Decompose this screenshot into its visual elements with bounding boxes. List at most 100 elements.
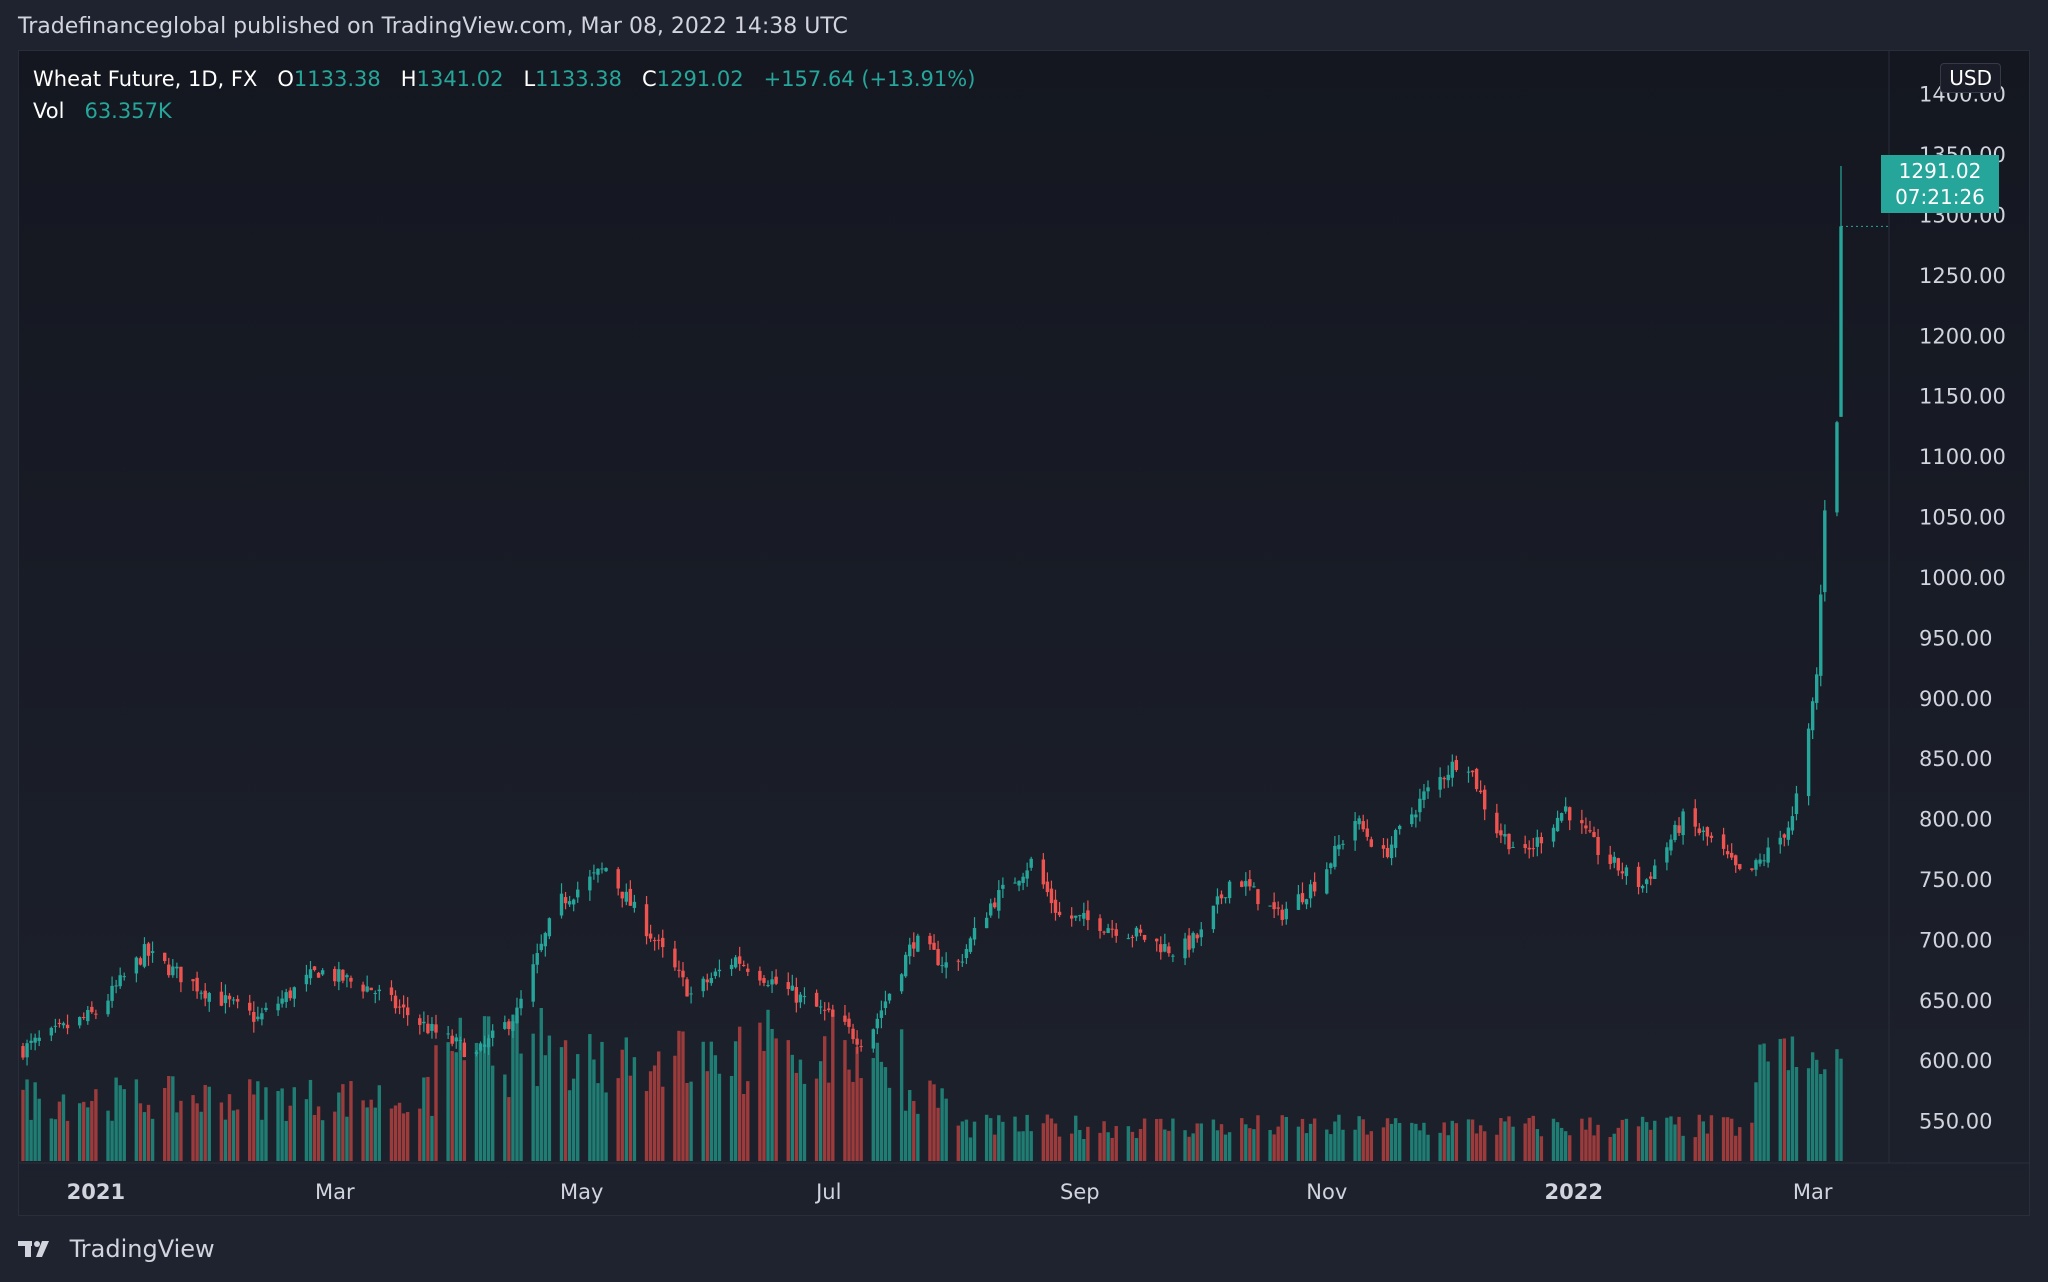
candle-body xyxy=(1653,865,1657,880)
candle-body xyxy=(134,957,139,974)
candle-body xyxy=(818,1006,823,1008)
candle-body xyxy=(802,996,807,998)
high-label: H xyxy=(400,67,417,91)
candle-body xyxy=(1248,879,1252,887)
volume-bar xyxy=(264,1087,268,1161)
candle-body xyxy=(875,1018,880,1029)
volume-bar xyxy=(1762,1043,1766,1161)
candle-body xyxy=(737,956,742,964)
price-chart[interactable]: 550.00 600.00 650.00 700.00 750.00 800.00 850.… xyxy=(19,51,2030,1216)
volume-bar xyxy=(114,1077,118,1161)
volume-bar xyxy=(1527,1117,1531,1161)
candle-body xyxy=(345,975,349,978)
volume-bar xyxy=(49,1118,54,1161)
volume-bar xyxy=(333,1111,337,1161)
volume-bar xyxy=(1296,1126,1301,1161)
candle-body xyxy=(847,1018,851,1027)
volume-bar xyxy=(478,1047,483,1161)
volume-bar xyxy=(1142,1118,1147,1161)
symbol-label[interactable]: Wheat Future, 1D, FX xyxy=(33,67,258,91)
candle-body xyxy=(1134,927,1139,937)
volume-bar xyxy=(1187,1136,1191,1161)
volume-bar xyxy=(1454,1123,1459,1161)
candle-body xyxy=(713,971,718,977)
volume-bar xyxy=(450,1050,454,1161)
volume-bar xyxy=(928,1080,932,1161)
candle-body xyxy=(1677,825,1681,833)
volume-bar xyxy=(968,1137,973,1161)
volume-bar xyxy=(1353,1129,1357,1161)
candle-body xyxy=(843,1015,847,1022)
volume-bar xyxy=(1523,1123,1527,1161)
candle-body xyxy=(997,890,1001,911)
volume-bar xyxy=(596,1083,600,1161)
candle-body xyxy=(61,1023,66,1026)
brand-footer[interactable]: TradingView xyxy=(18,1234,215,1263)
volume-bar xyxy=(276,1091,280,1161)
candle-body xyxy=(1276,907,1280,909)
volume-bar xyxy=(490,1065,495,1161)
candle-body xyxy=(1640,885,1645,889)
volume-bar xyxy=(1551,1118,1556,1161)
candle-body xyxy=(1082,913,1086,919)
volume-bar xyxy=(559,1047,564,1161)
candle-body xyxy=(790,985,795,991)
volume-label[interactable]: Vol xyxy=(33,99,65,123)
volume-bar xyxy=(600,1041,604,1161)
volume-bar xyxy=(292,1087,296,1161)
candle-body xyxy=(871,1029,875,1049)
candle-body xyxy=(1138,929,1143,933)
volume-bar xyxy=(648,1071,653,1161)
volume-bar xyxy=(802,1083,807,1161)
candle-body xyxy=(401,1004,406,1008)
candle-body xyxy=(855,1038,859,1045)
candle-body xyxy=(571,899,576,905)
volume-bar xyxy=(1470,1119,1475,1161)
candle-body xyxy=(1709,835,1714,838)
volume-bar xyxy=(1410,1122,1414,1161)
candle-body xyxy=(219,991,224,1006)
candle-body xyxy=(77,1017,82,1026)
candle-body xyxy=(1535,837,1540,847)
candle-body xyxy=(341,969,345,981)
price-tick-label: 650.00 xyxy=(1919,989,1992,1013)
price-tick-label: 1000.00 xyxy=(1919,566,2006,590)
volume-bar xyxy=(887,1087,892,1161)
candle-body xyxy=(1705,827,1710,837)
candle-body xyxy=(1559,813,1564,821)
candle-body xyxy=(1499,830,1503,836)
candle-body xyxy=(1815,674,1819,703)
volume-bar xyxy=(1669,1116,1673,1161)
candle-body xyxy=(29,1040,33,1043)
candle-body xyxy=(454,1037,458,1042)
candle-body xyxy=(677,969,681,971)
volume-bar xyxy=(1357,1116,1361,1161)
volume-bar xyxy=(717,1073,722,1161)
candle-body xyxy=(1163,943,1167,952)
candle-body xyxy=(248,1002,252,1011)
volume-bar xyxy=(1171,1118,1175,1161)
volume-bar xyxy=(705,1071,709,1161)
candle-body xyxy=(624,891,629,902)
chart-pane[interactable]: 550.00 600.00 650.00 700.00 750.00 800.00 850.… xyxy=(18,50,2030,1216)
candle-body xyxy=(1782,834,1787,838)
candle-body xyxy=(389,987,394,995)
volume-bar xyxy=(681,1031,685,1161)
candle-body xyxy=(1616,858,1621,871)
volume-bar xyxy=(1397,1122,1402,1161)
candle-body xyxy=(831,1009,835,1017)
candle-body xyxy=(1766,847,1770,863)
candle-body xyxy=(1049,888,1054,904)
volume-bar xyxy=(422,1077,426,1161)
candle-body xyxy=(377,989,382,992)
volume-bar xyxy=(571,1078,576,1161)
candle-body xyxy=(531,964,535,1002)
candle-body xyxy=(446,1033,450,1035)
volume-bar xyxy=(1478,1125,1483,1161)
candle-body xyxy=(106,1000,110,1015)
currency-badge[interactable]: USD xyxy=(1940,63,2001,93)
volume-bar xyxy=(1329,1134,1333,1161)
candle-body xyxy=(908,944,912,957)
volume-bar xyxy=(912,1100,916,1161)
volume-bar xyxy=(1555,1122,1560,1161)
